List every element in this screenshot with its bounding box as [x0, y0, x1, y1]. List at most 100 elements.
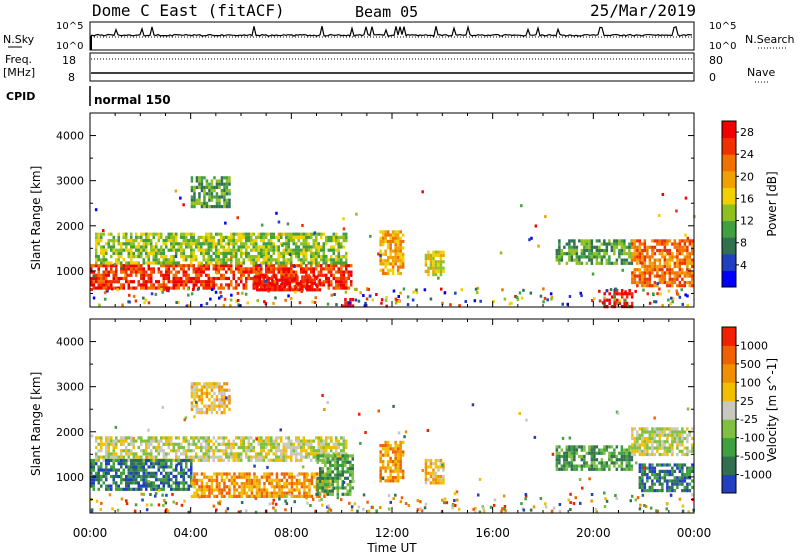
- scatter-cell: [666, 469, 669, 473]
- scatter-cell: [424, 474, 428, 479]
- scatter-cell: [653, 489, 657, 493]
- scatter-cell: [351, 304, 355, 308]
- y-tick-label: 2000: [56, 426, 84, 439]
- scatter-cell: [170, 270, 173, 274]
- scatter-cell: [316, 489, 319, 493]
- scatter-cell: [284, 508, 287, 512]
- scatter-cell: [371, 506, 374, 509]
- scatter-cell: [630, 464, 634, 468]
- scatter-cell: [351, 454, 354, 458]
- scatter-cell: [389, 262, 392, 266]
- scatter-cell: [346, 476, 349, 480]
- scatter-cell: [387, 507, 391, 511]
- scatter-cell: [235, 436, 238, 440]
- scatter-cell: [305, 449, 308, 453]
- scatter-cell: [192, 280, 195, 284]
- scatter-cell: [312, 455, 315, 459]
- scatter-cell: [620, 261, 624, 265]
- scatter-cell: [192, 235, 195, 239]
- scatter-cell: [207, 258, 210, 262]
- scatter-cell: [396, 472, 400, 476]
- scatter-cell: [290, 455, 293, 459]
- scatter-cell: [296, 288, 299, 292]
- scatter-cell: [150, 251, 153, 255]
- scatter-cell: [285, 458, 288, 462]
- scatter-cell: [90, 481, 93, 485]
- scatter-cell: [110, 267, 113, 271]
- scatter-cell: [267, 280, 270, 284]
- scatter-cell: [394, 239, 397, 244]
- scatter-cell: [595, 258, 599, 262]
- scatter-cell: [326, 470, 329, 474]
- scatter-cell: [638, 452, 642, 457]
- scatter-cell: [676, 466, 679, 470]
- scatter-cell: [245, 267, 248, 271]
- scatter-cell: [265, 273, 268, 277]
- scatter-cell: [265, 245, 268, 249]
- scatter-cell: [107, 286, 110, 290]
- scatter-cell: [265, 267, 268, 271]
- scatter-cell: [175, 465, 178, 469]
- scatter-cell: [384, 453, 387, 457]
- scatter-cell: [641, 264, 644, 269]
- scatter-cell: [147, 239, 150, 243]
- scatter-cell: [142, 276, 145, 281]
- scatter-cell: [198, 495, 201, 499]
- scatter-cell: [683, 280, 687, 285]
- scatter-cell: [678, 268, 682, 272]
- scatter-cell: [345, 452, 348, 456]
- scatter-cell: [223, 201, 226, 205]
- scatter-cell: [615, 467, 619, 471]
- scatter-cell: [332, 261, 335, 265]
- scatter-cell: [100, 436, 103, 440]
- scatter-cell: [307, 273, 310, 277]
- scatter-cell: [187, 239, 190, 243]
- scatter-cell: [342, 273, 345, 277]
- scatter-cell: [310, 445, 313, 450]
- scatter-cell: [301, 275, 304, 279]
- scatter-cell: [202, 452, 205, 456]
- scatter-cell: [668, 239, 672, 243]
- scatter-cell: [257, 267, 260, 271]
- scatter-cell: [175, 261, 178, 265]
- scatter-cell: [267, 251, 270, 255]
- scatter-cell: [427, 257, 430, 261]
- scatter-cell: [593, 245, 596, 249]
- scatter-cell: [245, 255, 248, 259]
- scatter-cell: [300, 264, 303, 268]
- scatter-cell: [262, 445, 265, 450]
- scatter-cell: [437, 266, 440, 270]
- scatter-cell: [631, 433, 634, 437]
- scatter-cell: [325, 242, 328, 246]
- scatter-cell: [600, 458, 604, 462]
- scatter-cell: [218, 491, 221, 495]
- scatter-cell: [170, 235, 173, 239]
- scatter-cell: [316, 454, 319, 458]
- scatter-cell: [107, 487, 110, 491]
- scatter-cell: [340, 273, 343, 277]
- scatter-cell: [257, 255, 260, 259]
- scatter-cell: [152, 248, 155, 252]
- scatter-cell: [313, 472, 316, 476]
- scatter-cell: [212, 239, 215, 243]
- scatter-cell: [247, 439, 250, 443]
- scatter-cell: [97, 442, 100, 446]
- scatter-cell: [247, 273, 250, 277]
- scatter-cell: [182, 445, 185, 450]
- scatter-cell: [160, 251, 163, 255]
- scatter-cell: [232, 239, 235, 243]
- scatter-cell: [306, 473, 310, 477]
- scatter-cell: [391, 271, 395, 276]
- scatter-cell: [275, 235, 278, 239]
- scatter-cell: [210, 242, 213, 246]
- scatter-cell: [600, 258, 604, 262]
- scatter-cell: [305, 251, 308, 255]
- scatter-cell: [605, 298, 609, 302]
- scatter-cell: [399, 249, 402, 253]
- scatter-cell: [97, 468, 100, 472]
- scatter-cell: [275, 258, 278, 262]
- scatter-cell: [328, 507, 331, 511]
- scatter-cell: [389, 500, 392, 504]
- scatter-cell: [102, 264, 105, 268]
- scatter-cell: [330, 449, 333, 453]
